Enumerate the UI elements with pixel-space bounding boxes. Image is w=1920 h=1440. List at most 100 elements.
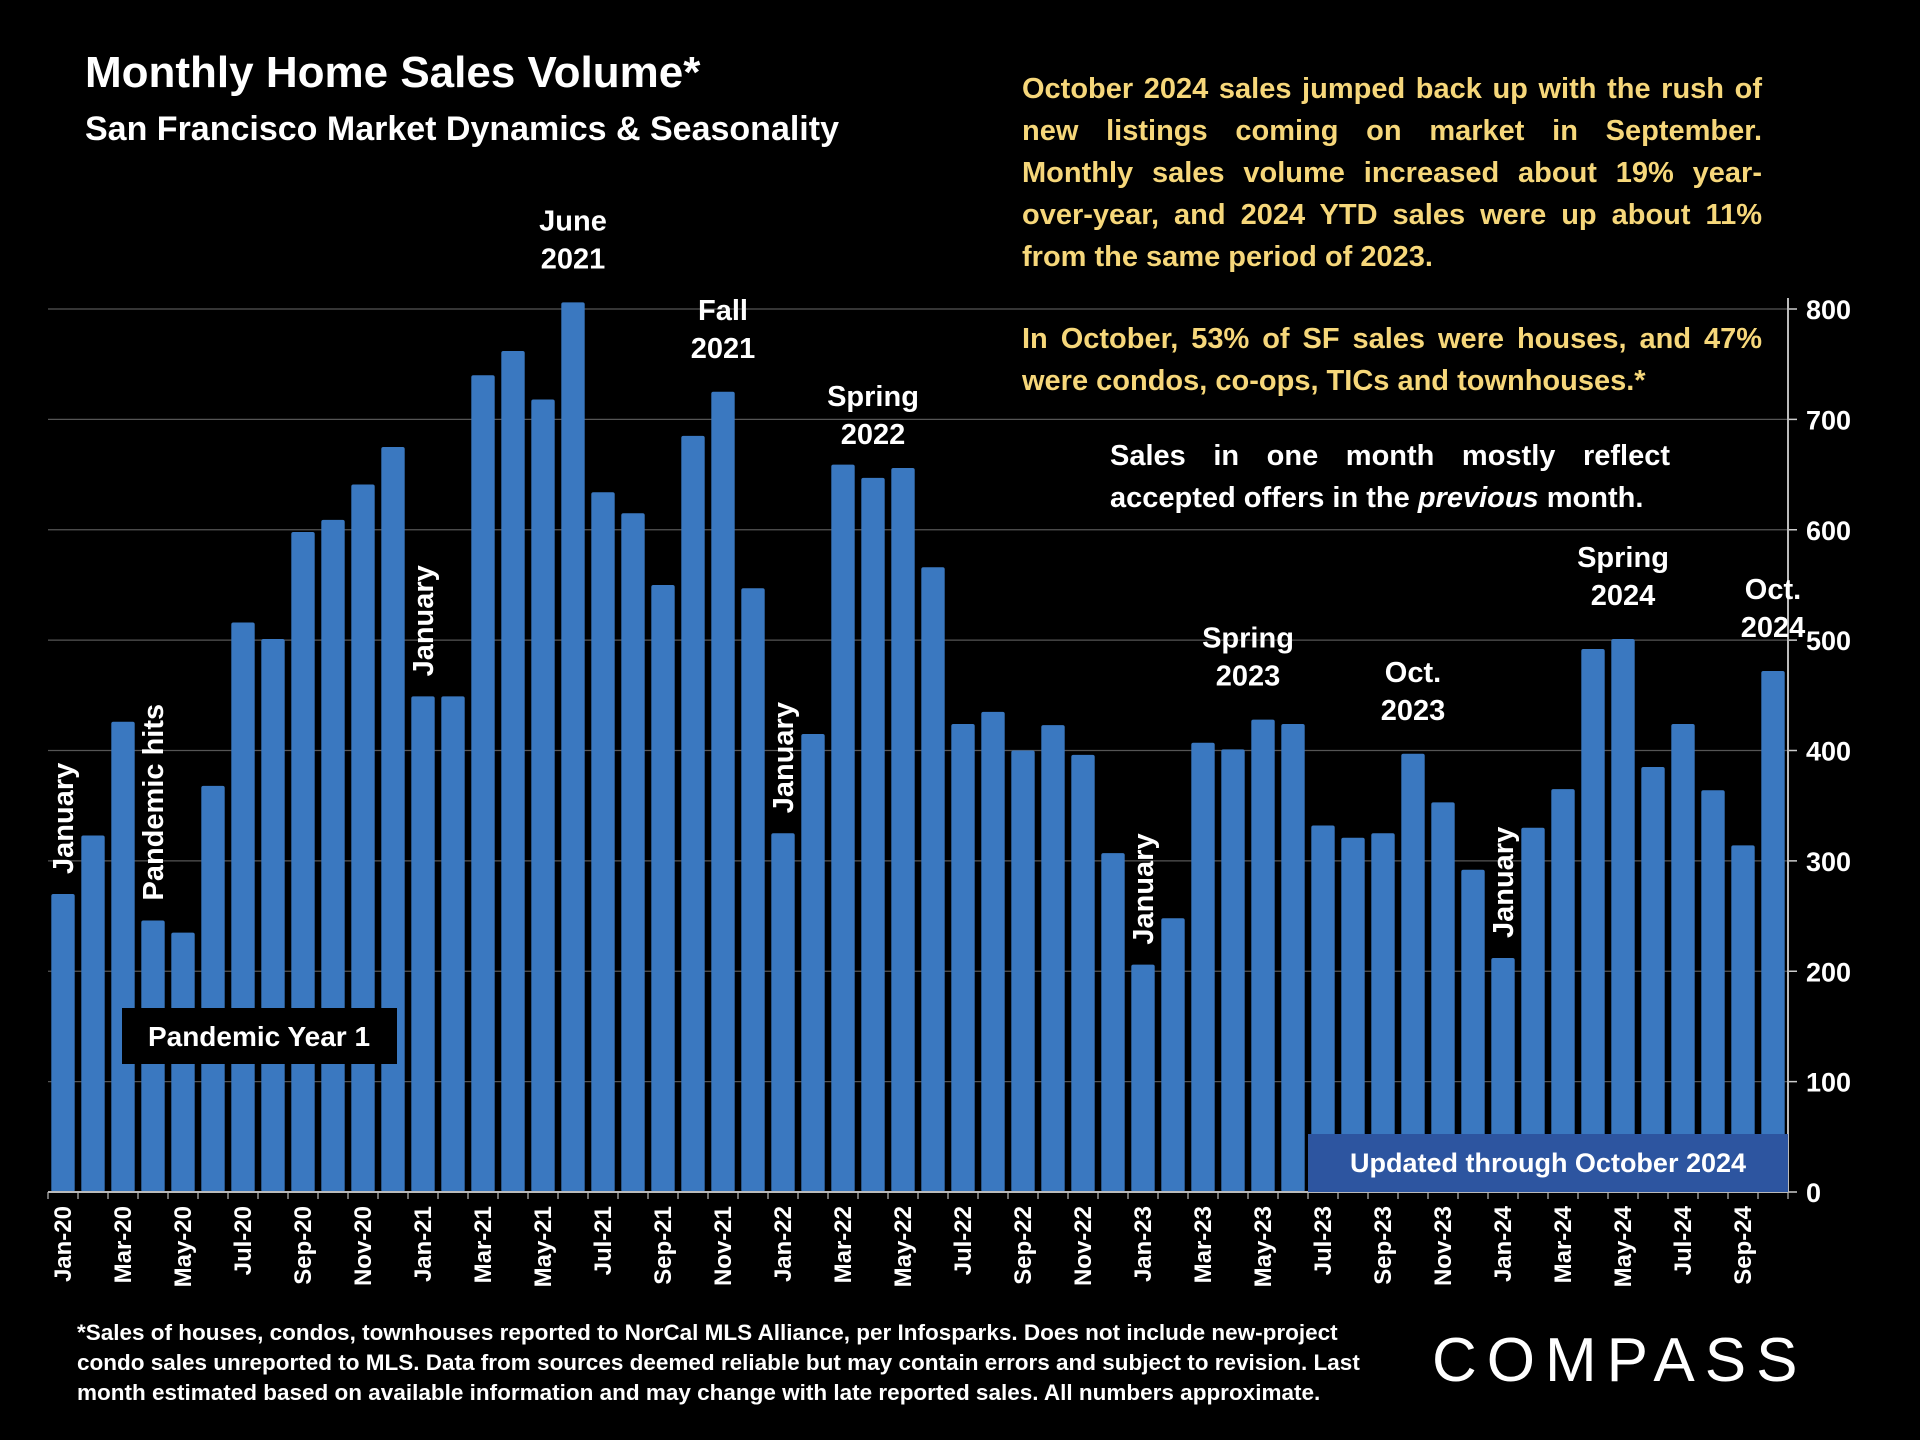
bar-Jun-20: [201, 785, 225, 1192]
x-tick-label: Sep-22: [1010, 1206, 1037, 1285]
top-annotation: Oct.: [1385, 657, 1441, 689]
top-annotation: Spring: [1202, 623, 1294, 655]
top-annotation: 2023: [1381, 695, 1446, 727]
bar-Feb-20: [81, 835, 105, 1192]
bar-Mar-23: [1191, 742, 1215, 1192]
bar-May-24: [1611, 639, 1635, 1192]
top-annotation: 2024: [1741, 612, 1806, 644]
x-tick-label: Jul-21: [590, 1206, 617, 1275]
bar-Nov-22: [1071, 754, 1095, 1192]
bar-Aug-24: [1701, 790, 1725, 1192]
x-tick-label: Mar-22: [830, 1206, 857, 1283]
bar-May-23: [1251, 719, 1275, 1192]
bar-Nov-23: [1431, 802, 1455, 1192]
note-line-1: Sales in one month mostly reflect: [1110, 440, 1670, 472]
commentary-paragraph-2: In October, 53% of SF sales were houses,…: [1022, 323, 1762, 397]
y-tick-label: 300: [1806, 847, 1851, 877]
updated-label: Updated through October 2024: [1350, 1148, 1746, 1178]
chart-title: Monthly Home Sales Volume*: [85, 48, 701, 97]
top-annotation: Spring: [827, 381, 919, 413]
bar-Jul-22: [951, 724, 975, 1192]
commentary-text: October 2024 sales jumped back up with t…: [1022, 68, 1762, 402]
x-tick-label: Sep-23: [1370, 1206, 1397, 1285]
x-tick-label: May-24: [1610, 1205, 1637, 1287]
bar-Feb-24: [1521, 827, 1545, 1192]
x-tick-label: Mar-21: [470, 1206, 497, 1283]
x-tick-label: Mar-20: [110, 1206, 137, 1283]
footnote: *Sales of houses, condos, townhouses rep…: [77, 1320, 1360, 1405]
x-tick-label: Sep-21: [650, 1206, 677, 1285]
bar-May-22: [891, 467, 915, 1192]
x-tick-label: May-22: [890, 1206, 917, 1287]
bars: [51, 302, 1785, 1193]
bar-Jul-23: [1311, 825, 1335, 1192]
x-tick-label: Nov-22: [1070, 1206, 1097, 1286]
bar-Oct-23: [1401, 753, 1425, 1192]
x-tick-label: Sep-24: [1730, 1205, 1757, 1284]
chart-subtitle: San Francisco Market Dynamics & Seasonal…: [85, 110, 839, 148]
bar-Jul-21: [591, 492, 615, 1192]
vertical-annotation: January: [408, 565, 440, 676]
bar-Mar-20: [111, 721, 135, 1192]
bar-Jun-21: [561, 302, 585, 1192]
bar-Sep-20: [291, 531, 315, 1192]
bar-Sep-23: [1371, 833, 1395, 1192]
top-annotation: Spring: [1577, 542, 1669, 574]
vertical-annotation: January: [768, 702, 800, 813]
bar-Nov-21: [711, 391, 735, 1192]
vertical-annotation: January: [1128, 833, 1160, 944]
top-annotation: June: [539, 205, 607, 237]
top-annotation: 2021: [541, 243, 606, 275]
bar-Apr-21: [501, 350, 525, 1192]
bar-Aug-21: [621, 513, 645, 1192]
top-annotation: 2021: [691, 333, 756, 365]
bar-Feb-23: [1161, 918, 1185, 1192]
bar-Jan-21: [411, 696, 435, 1192]
bar-Aug-23: [1341, 837, 1365, 1192]
top-annotation: Oct.: [1745, 574, 1801, 606]
y-tick-label: 500: [1806, 626, 1851, 656]
commentary-paragraph-1: October 2024 sales jumped back up with t…: [1022, 73, 1762, 273]
bar-Jun-23: [1281, 724, 1305, 1192]
top-annotation: 2022: [841, 419, 906, 451]
y-tick-label: 600: [1806, 516, 1851, 546]
bar-Oct-20: [321, 519, 345, 1192]
x-tick-label: Mar-24: [1550, 1205, 1577, 1283]
top-annotation: Fall: [698, 295, 748, 327]
bar-Aug-22: [981, 711, 1005, 1192]
x-tick-label: Nov-21: [710, 1206, 737, 1286]
note-emphasis: previous: [1417, 482, 1539, 514]
bar-Jul-24: [1671, 724, 1695, 1192]
x-tick-label: Jul-20: [230, 1206, 257, 1275]
x-tick-label: Nov-23: [1430, 1206, 1457, 1286]
pandemic-year-label: Pandemic Year 1: [148, 1021, 370, 1052]
x-tick-label: Nov-20: [350, 1206, 377, 1286]
bar-Sep-22: [1011, 750, 1035, 1192]
compass-logo: COMPASS: [1432, 1326, 1808, 1395]
bar-Oct-24: [1761, 671, 1785, 1192]
x-tick-label: Mar-23: [1190, 1206, 1217, 1283]
annotations: January Pandemic hits January January Januar…: [48, 205, 1805, 1192]
updated-box: [1308, 1134, 1788, 1192]
bar-Dec-21: [741, 588, 765, 1192]
note-line-2: accepted offers in the previous month.: [1110, 482, 1644, 514]
x-tick-label: Jan-24: [1490, 1205, 1517, 1282]
vertical-annotation: Pandemic hits: [138, 704, 170, 901]
y-tick-label: 200: [1806, 957, 1851, 987]
seasonality-note: Sales in one month mostly reflect accept…: [1110, 435, 1670, 519]
bar-May-21: [531, 399, 555, 1192]
bar-Jun-22: [921, 567, 945, 1192]
bar-Feb-21: [441, 696, 465, 1192]
bar-Mar-24: [1551, 789, 1575, 1192]
bar-Dec-20: [381, 446, 405, 1192]
x-tick-label: Jan-20: [50, 1206, 77, 1282]
x-tick-label: Jul-22: [950, 1206, 977, 1275]
vertical-annotation: January: [48, 763, 80, 874]
bar-Jun-24: [1641, 767, 1665, 1192]
x-tick-label: Jan-21: [410, 1206, 437, 1282]
y-tick-label: 100: [1806, 1068, 1851, 1098]
bar-Sep-21: [651, 584, 675, 1192]
pandemic-year-box: [122, 1008, 397, 1064]
vertical-annotation: January: [1488, 827, 1520, 938]
